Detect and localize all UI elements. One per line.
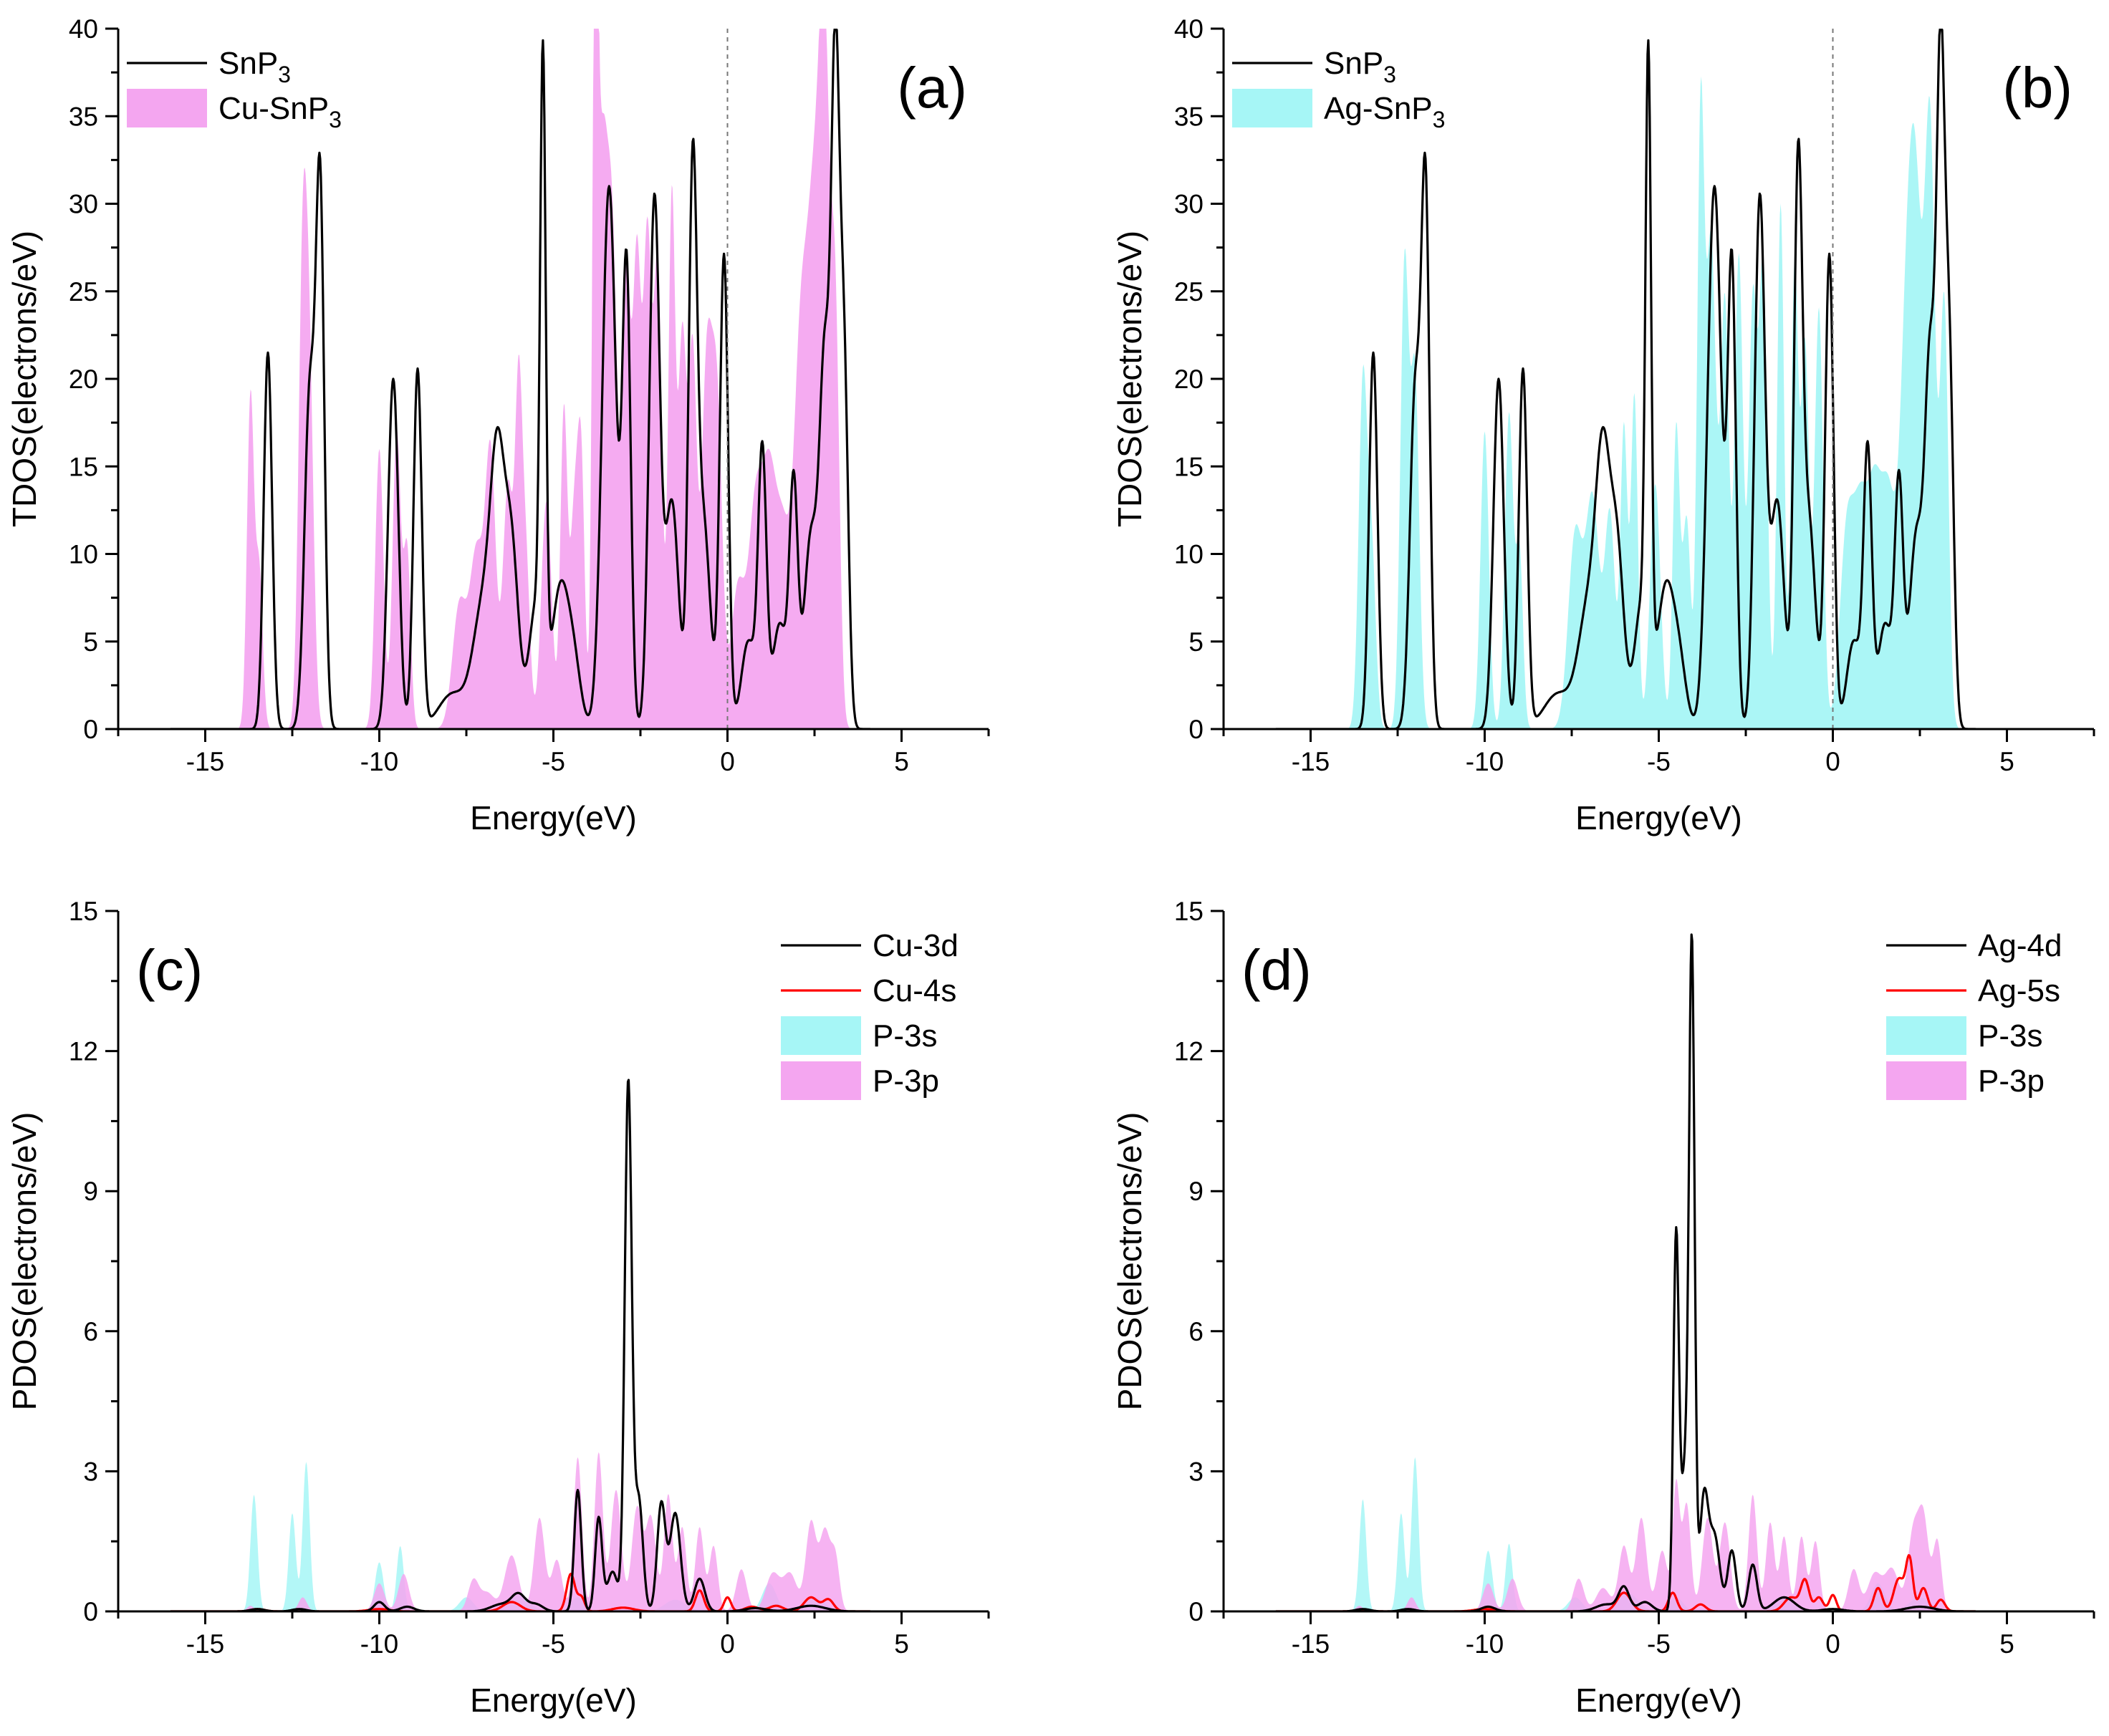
x-tick-label: -5 (1647, 1629, 1671, 1659)
y-tick-label: 25 (69, 277, 98, 307)
y-axis-title: TDOS(electrons/eV) (1111, 231, 1148, 527)
legend-label: Cu-4s (873, 973, 956, 1008)
y-tick-label: 3 (83, 1457, 98, 1486)
y-tick-label: 0 (83, 715, 98, 744)
x-tick-label: -15 (1292, 1629, 1330, 1659)
y-tick-label: 9 (1188, 1177, 1204, 1206)
y-tick-label: 6 (83, 1317, 98, 1346)
x-tick-label: -5 (1647, 747, 1671, 776)
x-axis-title: Energy(eV) (470, 1682, 637, 1719)
legend-swatch-fill (781, 1016, 861, 1055)
panel-letter: (d) (1241, 938, 1312, 1002)
x-axis-title: Energy(eV) (1575, 1682, 1742, 1719)
y-tick-label: 12 (69, 1037, 98, 1066)
panel-d: -15 -10 -5 0 5 0 3 6 9 12 15 Energy(eV) PDOS(electro… (1111, 897, 2095, 1719)
x-tick-label: -10 (1466, 747, 1504, 776)
y-tick-label: 20 (69, 365, 98, 394)
y-tick-label: 15 (1174, 452, 1204, 481)
x-tick-label: 5 (894, 747, 909, 776)
y-tick-label: 5 (1188, 627, 1204, 657)
panel-c: -15 -10 -5 0 5 0 3 6 9 12 15 Energy(eV) PDOS(electro… (6, 897, 990, 1719)
y-tick-label: 0 (1188, 715, 1204, 744)
x-tick-label: 0 (720, 747, 735, 776)
y-tick-label: 5 (83, 627, 98, 657)
y-tick-label: 30 (1174, 190, 1204, 219)
series-p-3p-area (1275, 1479, 1976, 1611)
series-cu-snp3-area (170, 29, 870, 729)
x-axis-title: Energy(eV) (470, 799, 637, 836)
y-tick-label: 35 (69, 102, 98, 131)
y-tick-label: 15 (1174, 897, 1204, 926)
x-axis-title: Energy(eV) (1575, 799, 1742, 836)
y-tick-label: 20 (1174, 365, 1204, 394)
x-tick-label: -5 (542, 747, 565, 776)
legend-label: Ag-5s (1978, 973, 2060, 1008)
panel-letter: (b) (2002, 56, 2072, 120)
x-tick-label: 0 (1825, 1629, 1840, 1659)
legend-label: P-3p (1978, 1064, 2045, 1099)
legend-swatch-fill (1232, 89, 1312, 127)
y-tick-label: 15 (69, 897, 98, 926)
y-tick-label: 40 (1174, 14, 1204, 44)
x-tick-label: 5 (1999, 1629, 2014, 1659)
x-tick-label: 5 (1999, 747, 2014, 776)
series-p-3s-area (1275, 1457, 1976, 1611)
y-tick-label: 40 (69, 14, 98, 44)
y-axis-title: PDOS(electrons/eV) (6, 1112, 43, 1411)
x-tick-label: -5 (542, 1629, 565, 1659)
y-axis-title: PDOS(electrons/eV) (1111, 1112, 1148, 1411)
x-tick-label: 5 (894, 1629, 909, 1659)
x-tick-label: 0 (1825, 747, 1840, 776)
y-tick-label: 3 (1188, 1457, 1204, 1486)
legend-label: SnP3 (1324, 46, 1396, 87)
legend: Cu-3d Cu-4s P-3s P-3p (781, 928, 959, 1100)
y-tick-label: 35 (1174, 102, 1204, 131)
legend-label: Cu-SnP3 (218, 91, 342, 132)
x-tick-label: -10 (360, 1629, 398, 1659)
legend-swatch-fill (781, 1061, 861, 1100)
panel-letter: (a) (897, 56, 967, 120)
legend-label: Ag-SnP3 (1324, 91, 1445, 132)
panel-b: -15 -10 -5 0 5 0 5 10 15 20 25 30 35 40 Energy(eV) TDOS… (1111, 14, 2095, 836)
legend-swatch-fill (1886, 1016, 1966, 1055)
x-tick-label: -10 (360, 747, 398, 776)
legend-swatch-fill (127, 89, 207, 127)
x-tick-label: -10 (1466, 1629, 1504, 1659)
x-tick-label: -15 (1292, 747, 1330, 776)
y-tick-label: 10 (69, 540, 98, 569)
x-tick-label: -15 (186, 747, 224, 776)
legend-label: P-3s (1978, 1018, 2042, 1053)
y-tick-label: 30 (69, 190, 98, 219)
legend-label: Cu-3d (873, 928, 959, 963)
y-tick-label: 12 (1174, 1037, 1204, 1066)
legend-label: P-3p (873, 1064, 939, 1099)
y-tick-label: 25 (1174, 277, 1204, 307)
y-tick-label: 15 (69, 452, 98, 481)
y-tick-label: 0 (1188, 1597, 1204, 1626)
panel-a: -15 -10 -5 0 5 0 5 10 15 20 25 30 35 40 Energy(eV) TDOS… (6, 14, 990, 836)
series-ag-snp3-area (1275, 76, 1976, 729)
x-tick-label: -15 (186, 1629, 224, 1659)
y-tick-label: 0 (83, 1597, 98, 1626)
legend-label: Ag-4d (1978, 928, 2062, 963)
series-cu-4s-line (170, 1573, 871, 1611)
series-p-3p-area (170, 1452, 870, 1611)
panel-letter: (c) (136, 938, 203, 1002)
y-tick-label: 6 (1188, 1317, 1204, 1346)
series-ag-5s-line (1275, 1554, 1976, 1611)
y-tick-label: 10 (1174, 540, 1204, 569)
legend: Ag-4d Ag-5s P-3s P-3p (1886, 928, 2062, 1100)
x-tick-label: 0 (720, 1629, 735, 1659)
legend-label: SnP3 (218, 46, 291, 87)
legend-label: P-3s (873, 1018, 937, 1053)
y-tick-label: 9 (83, 1177, 98, 1206)
y-axis-title: TDOS(electrons/eV) (6, 231, 43, 527)
legend-swatch-fill (1886, 1061, 1966, 1100)
